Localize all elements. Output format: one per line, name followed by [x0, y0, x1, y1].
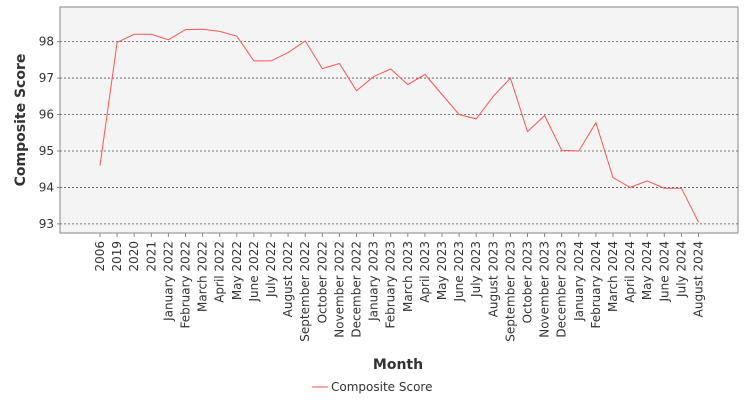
plot-area — [59, 6, 739, 234]
x-tick-label: August 2024 — [692, 241, 706, 317]
x-tick-label: October 2023 — [521, 241, 535, 323]
x-tick-label: April 2023 — [418, 241, 432, 303]
y-axis-title: Composite Score — [13, 54, 29, 187]
x-tick-label: July 2024 — [674, 241, 688, 298]
x-axis-title: Month — [373, 357, 423, 373]
x-tick-label: February 2022 — [179, 241, 193, 329]
x-tick-label: September 2022 — [298, 241, 312, 342]
x-axis-ticks: 2006 2019 2020 2021 January 2022 February 202… — [93, 233, 706, 342]
x-tick-label: 2019 — [110, 241, 124, 272]
x-tick-label: June 2024 — [657, 241, 671, 303]
x-tick-label: 2020 — [127, 241, 141, 272]
series-group — [99, 28, 699, 223]
x-tick-label: September 2023 — [503, 241, 517, 342]
x-tick-label: December 2022 — [350, 241, 364, 338]
x-tick-label: 2021 — [144, 241, 158, 272]
x-tick-label: March 2022 — [196, 241, 210, 312]
y-tick-label: 97 — [39, 71, 54, 85]
x-tick-label: January 2022 — [161, 241, 175, 322]
x-tick-label: July 2023 — [469, 241, 483, 298]
x-tick-label: August 2023 — [486, 241, 500, 317]
legend-label: Composite Score — [331, 380, 432, 394]
x-tick-label: July 2022 — [264, 241, 278, 298]
x-tick-label: January 2024 — [572, 241, 586, 322]
y-tick-label: 93 — [39, 217, 54, 231]
x-tick-label: June 2023 — [452, 241, 466, 303]
x-tick-label: April 2022 — [213, 241, 227, 303]
x-tick-label: April 2024 — [623, 241, 637, 303]
y-tick-label: 96 — [39, 108, 54, 122]
y-axis-ticks: 93 94 95 96 97 98 — [39, 35, 60, 231]
legend: Composite Score — [312, 380, 432, 394]
x-tick-label: 2006 — [93, 241, 107, 272]
y-tick-label: 95 — [39, 144, 54, 158]
x-tick-label: May 2022 — [230, 241, 244, 300]
x-tick-label: February 2024 — [589, 241, 603, 329]
x-tick-label: June 2022 — [247, 241, 261, 303]
x-tick-label: May 2024 — [640, 241, 654, 300]
grid-lines — [60, 41, 738, 225]
x-tick-label: March 2023 — [401, 241, 415, 312]
x-tick-label: August 2022 — [281, 241, 295, 317]
x-tick-label: January 2023 — [367, 241, 381, 322]
series-line-composite-score — [99, 28, 699, 223]
x-tick-label: February 2023 — [384, 241, 398, 329]
x-tick-label: December 2023 — [555, 241, 569, 338]
x-tick-label: May 2023 — [435, 241, 449, 300]
y-tick-label: 94 — [39, 180, 54, 194]
x-tick-label: November 2023 — [538, 241, 552, 338]
y-tick-label: 98 — [39, 35, 54, 49]
x-tick-label: November 2022 — [332, 241, 346, 338]
x-tick-label: October 2022 — [315, 241, 329, 323]
x-tick-label: March 2024 — [606, 241, 620, 312]
